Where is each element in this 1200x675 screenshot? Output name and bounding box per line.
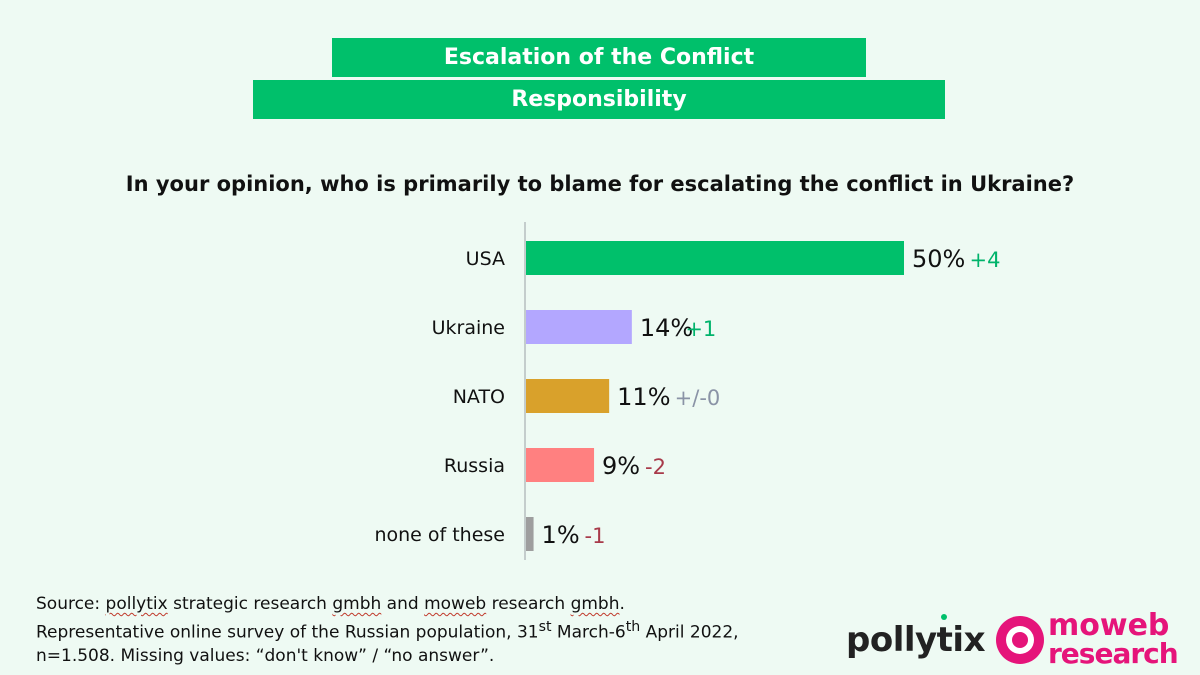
change-label: +/-0 bbox=[675, 386, 721, 410]
category-label: Ukraine bbox=[432, 317, 505, 339]
moweb-logo: moweb research bbox=[996, 608, 1196, 672]
bar bbox=[526, 448, 595, 482]
value-label: 14% bbox=[640, 314, 693, 342]
subtitle-banner: Responsibility bbox=[253, 80, 945, 119]
change-label: -1 bbox=[585, 524, 606, 548]
category-label: none of these bbox=[374, 524, 505, 546]
value-label: 11% bbox=[617, 383, 670, 411]
moweb-logo-line1: moweb bbox=[1048, 608, 1170, 643]
survey-question: In your opinion, who is primarily to bla… bbox=[125, 172, 1075, 196]
change-label: +1 bbox=[685, 317, 716, 341]
pollytix-logo-dot bbox=[941, 614, 947, 620]
source-note: Source: pollytix strategic research gmbh… bbox=[36, 594, 739, 666]
moweb-logo-line2: research bbox=[1048, 637, 1179, 670]
bar bbox=[526, 241, 904, 275]
bar bbox=[526, 517, 534, 551]
change-label: +4 bbox=[970, 248, 1001, 272]
value-label: 50% bbox=[912, 245, 965, 273]
category-label: NATO bbox=[453, 386, 505, 408]
value-label: 1% bbox=[542, 521, 580, 549]
source-org-moweb: moweb bbox=[424, 594, 487, 614]
bar bbox=[526, 310, 632, 344]
bar bbox=[526, 379, 610, 413]
pollytix-logo: pollytix bbox=[846, 620, 986, 660]
source-org-pollytix: pollytix bbox=[105, 594, 168, 614]
change-label: -2 bbox=[645, 455, 666, 479]
value-label: 9% bbox=[602, 452, 640, 480]
category-label: USA bbox=[466, 248, 505, 270]
moweb-mark-icon bbox=[996, 616, 1044, 664]
title-banner: Escalation of the Conflict bbox=[332, 38, 866, 77]
category-label: Russia bbox=[444, 455, 505, 477]
